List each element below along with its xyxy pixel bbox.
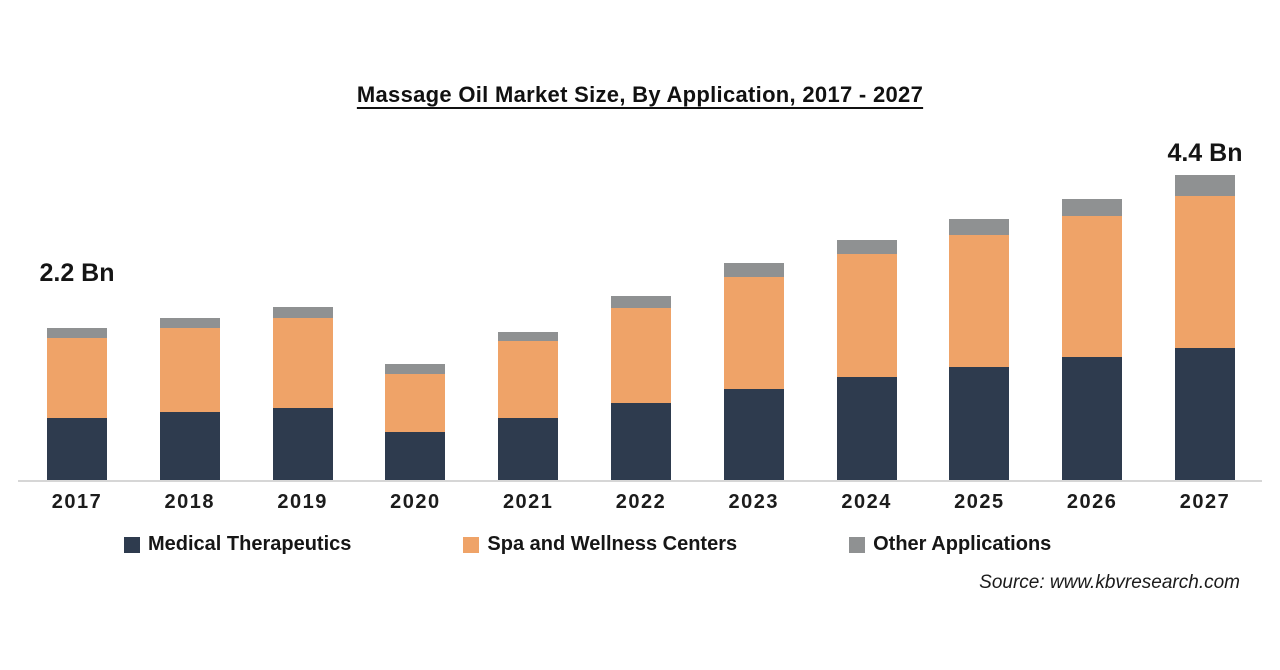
- bar-segment-spa-and-wellness-centers: [47, 338, 107, 418]
- x-axis-label-2022: 2022: [615, 491, 667, 513]
- bar-segment-spa-and-wellness-centers: [1174, 196, 1235, 348]
- legend-item-spa-wellness: Spa and Wellness Centers: [463, 533, 737, 556]
- chart-title: Massage Oil Market Size, By Application,…: [356, 82, 924, 107]
- x-axis-label-2021: 2021: [502, 491, 554, 513]
- stacked-bar-2018: [159, 318, 220, 480]
- plot-area: 2.2 Bn 4.4 Bn: [39, 120, 1242, 480]
- bar-segment-medical-therapeutics: [949, 367, 1010, 480]
- bar-segment-medical-therapeutics: [47, 418, 107, 480]
- bar-segment-spa-and-wellness-centers: [723, 277, 784, 389]
- bar-segment-spa-and-wellness-centers: [836, 254, 897, 377]
- source-credit: Source: www.kbvresearch.com: [979, 572, 1240, 593]
- legend-item-other-applications: Other Applications: [849, 533, 1051, 556]
- bar-segment-spa-and-wellness-centers: [610, 308, 671, 403]
- x-axis-label-2018: 2018: [164, 491, 216, 513]
- bar-segment-spa-and-wellness-centers: [159, 328, 220, 412]
- legend: Medical Therapeutics Spa and Wellness Ce…: [124, 533, 1051, 556]
- bar-segment-medical-therapeutics: [272, 408, 333, 480]
- value-annotation-2017: 2.2 Bn: [39, 259, 115, 287]
- x-axis-label-2024: 2024: [841, 491, 892, 513]
- stacked-bar-2027: 4.4 Bn: [1167, 139, 1242, 480]
- stacked-bar-2022: [610, 296, 671, 480]
- medical-therapeutics-swatch-icon: [124, 536, 140, 553]
- bar-segment-other-applications: [1062, 199, 1123, 216]
- bar-segment-spa-and-wellness-centers: [272, 318, 333, 408]
- x-axis-label-2026: 2026: [1066, 491, 1118, 513]
- stacked-bar-2019: [272, 307, 333, 480]
- stacked-bar-2026: [1062, 199, 1123, 480]
- legend-label: Other Applications: [873, 533, 1052, 555]
- bar-segment-other-applications: [498, 332, 559, 341]
- bar-segment-spa-and-wellness-centers: [385, 374, 446, 432]
- bar-segment-medical-therapeutics: [498, 418, 559, 480]
- bar-segment-other-applications: [47, 328, 107, 338]
- value-annotation-2027: 4.4 Bn: [1167, 139, 1243, 167]
- x-axis-label-2023: 2023: [728, 491, 780, 513]
- bar-segment-medical-therapeutics: [836, 377, 897, 480]
- x-axis-label-2027: 2027: [1179, 491, 1231, 513]
- legend-label: Medical Therapeutics: [148, 533, 352, 555]
- legend-item-medical-therapeutics: Medical Therapeutics: [124, 533, 351, 556]
- bar-segment-other-applications: [385, 364, 446, 374]
- bar-segment-spa-and-wellness-centers: [949, 235, 1010, 367]
- stacked-bar-2023: [723, 263, 784, 480]
- bar-segment-spa-and-wellness-centers: [498, 341, 559, 418]
- other-applications-swatch-icon: [849, 536, 866, 553]
- bar-segment-medical-therapeutics: [1062, 357, 1123, 480]
- stacked-bar-2024: [836, 240, 897, 480]
- spa-wellness-swatch-icon: [463, 536, 480, 553]
- x-axis-label-2020: 2020: [390, 491, 441, 513]
- x-axis-label-2019: 2019: [277, 491, 328, 513]
- bar-segment-other-applications: [949, 219, 1010, 235]
- bar-segment-other-applications: [159, 318, 220, 328]
- bar-segment-medical-therapeutics: [610, 403, 671, 480]
- x-axis-label-2025: 2025: [954, 491, 1005, 513]
- bar-segment-other-applications: [836, 240, 897, 254]
- stacked-bar-2021: [498, 332, 559, 480]
- bar-segment-medical-therapeutics: [385, 432, 446, 480]
- bar-segment-other-applications: [1174, 175, 1235, 196]
- stacked-bar-2025: [949, 219, 1010, 480]
- x-axis-labels: 2017 2018 2019 2020 2021 2022 2023 2024 2025 2026…: [47, 491, 1235, 514]
- x-axis-label-2017: 2017: [51, 491, 103, 513]
- bar-segment-medical-therapeutics: [1174, 348, 1235, 480]
- bar-segment-other-applications: [272, 307, 333, 318]
- bar-segment-medical-therapeutics: [723, 389, 784, 480]
- x-axis-line: [18, 480, 1262, 482]
- bar-segment-other-applications: [610, 296, 671, 308]
- bar-segment-medical-therapeutics: [159, 412, 220, 480]
- stacked-bar-2020: [385, 364, 446, 480]
- stacked-bar-2017: 2.2 Bn: [39, 259, 115, 480]
- legend-label: Spa and Wellness Centers: [487, 533, 738, 555]
- bar-segment-other-applications: [723, 263, 784, 277]
- bar-segment-spa-and-wellness-centers: [1062, 216, 1123, 357]
